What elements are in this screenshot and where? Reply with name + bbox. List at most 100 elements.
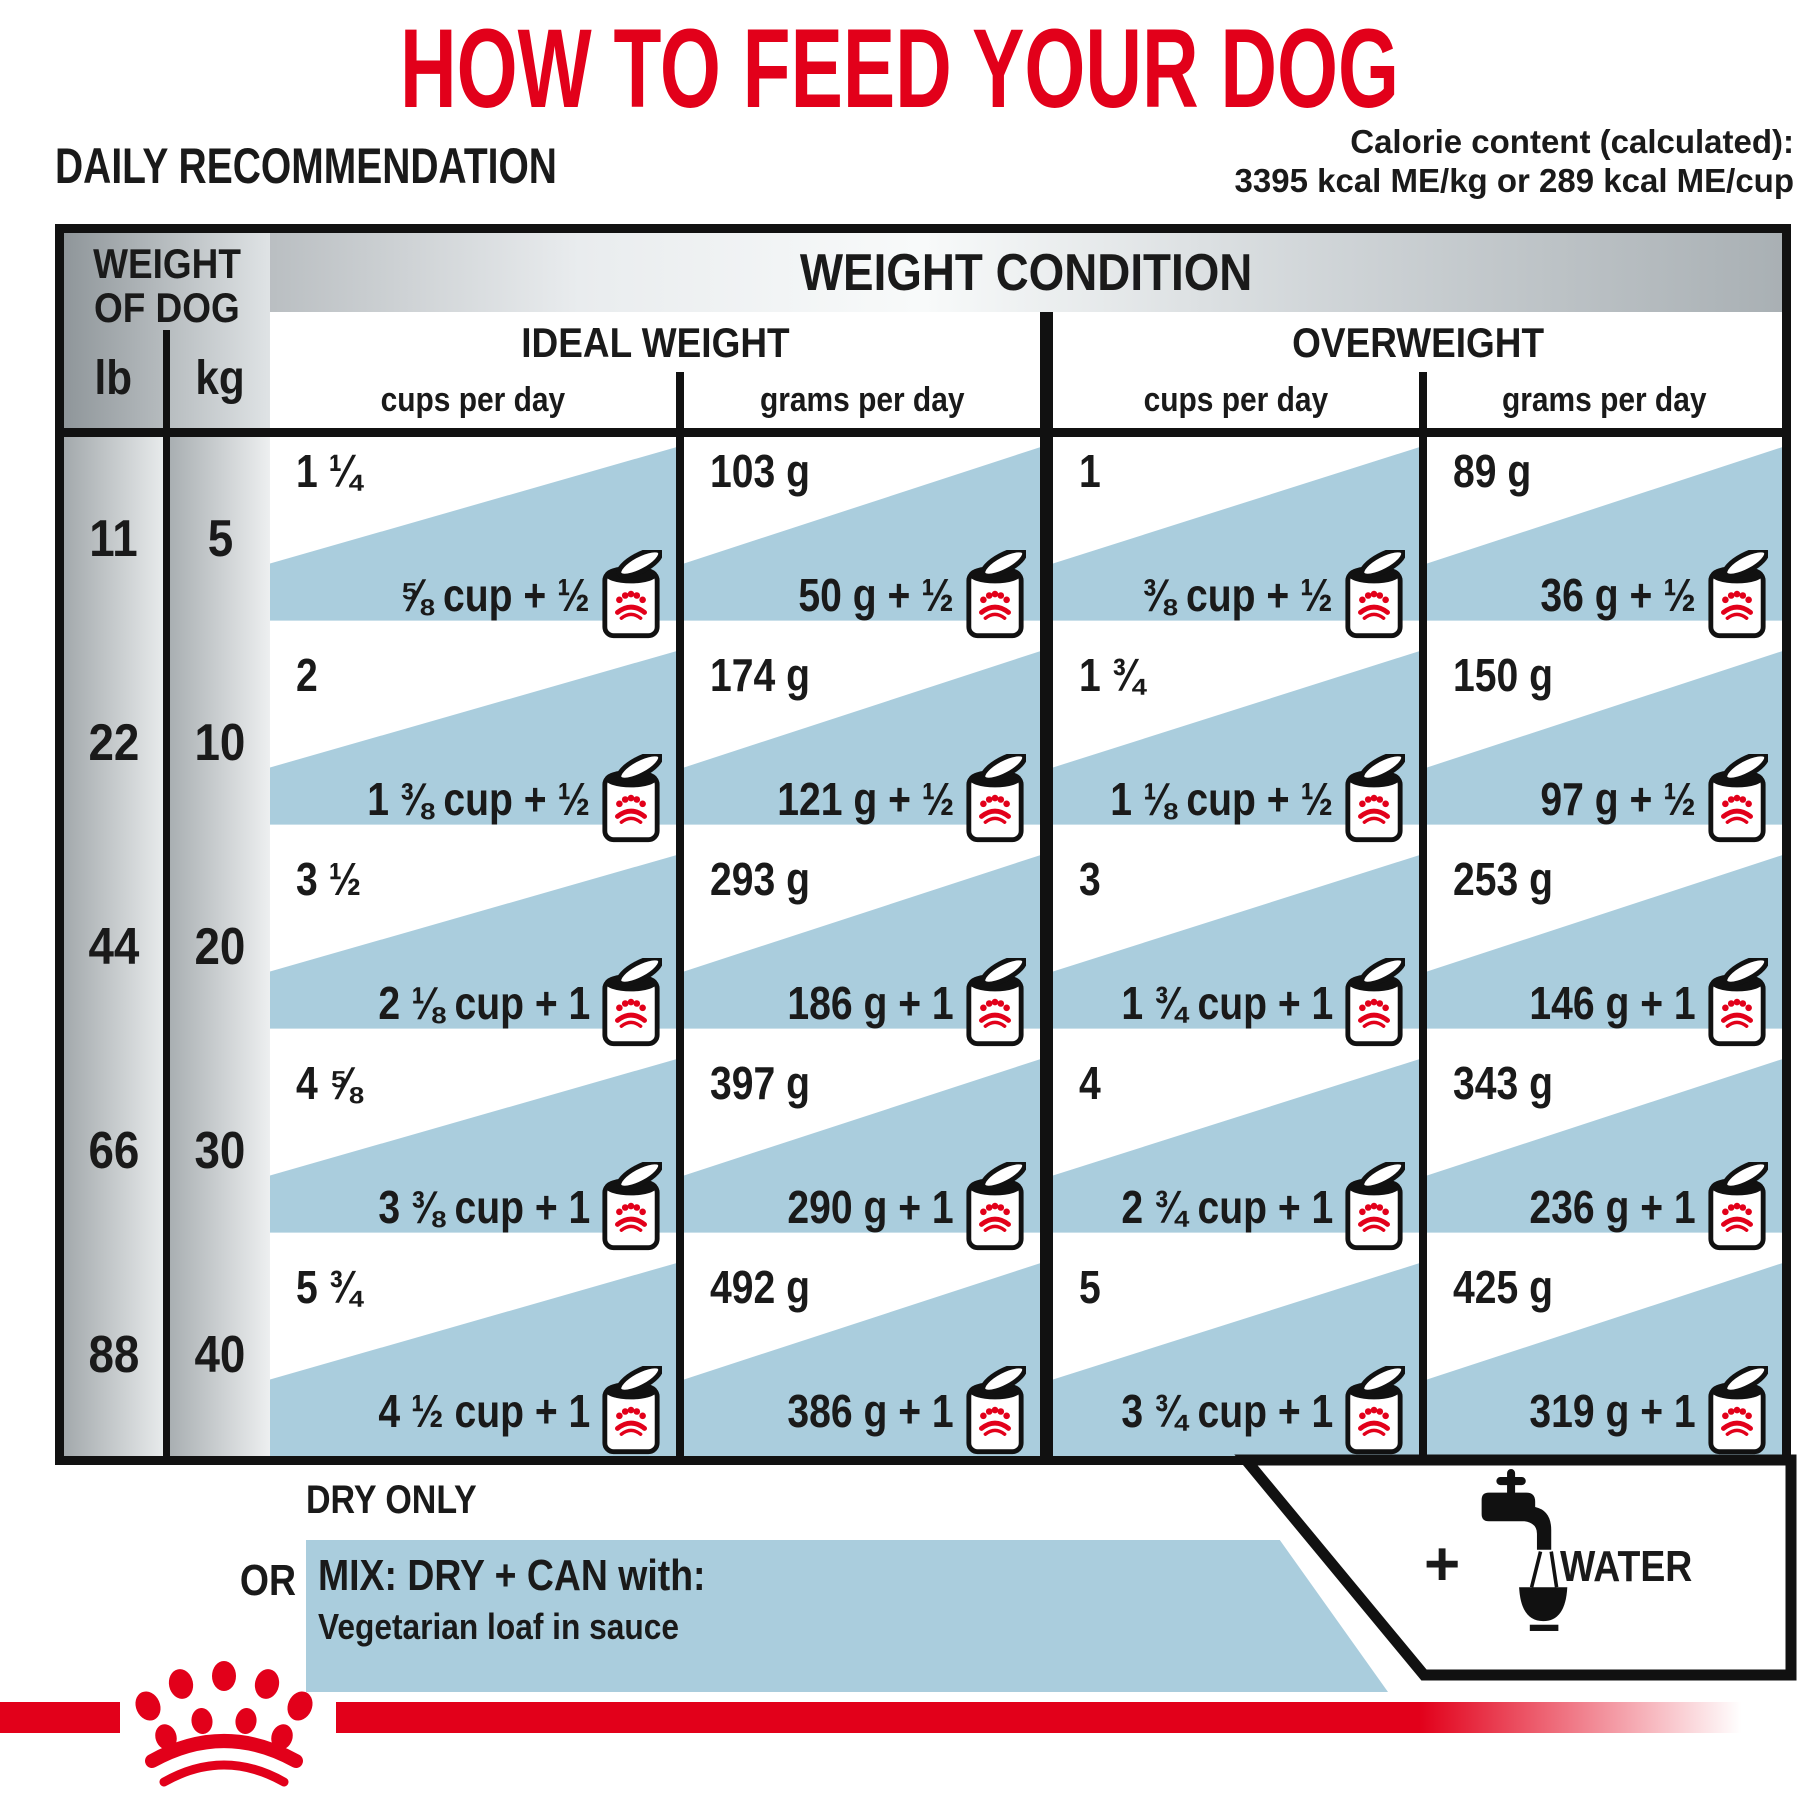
header-divider-line: [64, 428, 1782, 437]
weight-of-dog-label-line1: WEIGHT: [93, 240, 241, 287]
dry-ration-value: 5: [1079, 1261, 1101, 1313]
ideal-grams-column-header: grams per day: [759, 381, 965, 419]
weight-condition-band: [64, 233, 1782, 312]
weight-kg-value: 40: [194, 1326, 246, 1384]
dog-food-can-icon: [1706, 550, 1768, 640]
table-cell: 397 g 290 g + 1: [684, 1049, 1040, 1253]
weight-kg-value: 20: [194, 918, 246, 976]
dog-food-can-icon: [964, 1366, 1026, 1456]
dog-food-can-icon: [600, 1366, 662, 1456]
dry-ration-value: 1: [1079, 445, 1101, 497]
dog-food-can-icon: [964, 550, 1026, 640]
mix-ration-value: 36 g + ½: [1513, 563, 1768, 626]
mix-ration-value: 97 g + ½: [1513, 767, 1768, 830]
dry-ration-value: 4: [1079, 1057, 1101, 1109]
dog-food-can-icon: [964, 1162, 1026, 1252]
dog-food-can-icon: [600, 1162, 662, 1252]
ideal-cups-grams-divider-line: [676, 372, 684, 1456]
dog-food-can-icon: [1343, 1162, 1405, 1252]
table-cell: 5 3 ¾ cup + 1: [1053, 1253, 1419, 1456]
table-cell: 3 1 ¾ cup + 1: [1053, 845, 1419, 1049]
dog-food-can-icon: [964, 958, 1026, 1048]
dry-ration-value: 3 ½: [296, 853, 362, 905]
table-cell: 5 ¾ 4 ½ cup + 1: [270, 1253, 676, 1456]
page-title: HOW TO FEED YOUR DOG: [400, 6, 1400, 131]
mix-ration-value: 1 ⅜ cup + ½: [328, 767, 662, 830]
table-cell: 2 1 ⅜ cup + ½: [270, 641, 676, 845]
dry-ration-value: 253 g: [1453, 853, 1553, 905]
dry-ration-value: 2: [296, 649, 318, 701]
or-label: OR: [239, 1556, 296, 1605]
mix-ration-value: ⅜ cup + ½: [1109, 563, 1405, 626]
dry-ration-value: 1 ¼: [296, 445, 362, 497]
dry-only-label: DRY ONLY: [306, 1478, 477, 1522]
dry-ration-value: 5 ¾: [296, 1261, 362, 1313]
mix-legend-band: MIX: DRY + CAN with: Vegetarian loaf in …: [306, 1540, 1388, 1692]
water-label: WATER: [1560, 1542, 1693, 1591]
weight-lb-value: 66: [88, 1122, 139, 1180]
mix-ration-value: 3 ⅜ cup + 1: [341, 1175, 662, 1238]
dog-food-can-icon: [1343, 550, 1405, 640]
table-cell: 1 ¾ 1 ⅛ cup + ½: [1053, 641, 1419, 845]
dry-ration-value: 103 g: [710, 445, 810, 497]
weight-lb-value: 88: [88, 1326, 139, 1384]
table-cell: 4 2 ¾ cup + 1: [1053, 1049, 1419, 1253]
ideal-weight-header: IDEAL WEIGHT: [520, 319, 790, 366]
mix-ration-value: 121 g + ½: [746, 767, 1026, 830]
dry-ration-value: 4 ⅝: [296, 1057, 362, 1109]
dry-ration-value: 89 g: [1453, 445, 1532, 497]
table-cell: 3 ½ 2 ⅛ cup + 1: [270, 845, 676, 1049]
dry-ration-value: 150 g: [1453, 649, 1553, 701]
mix-ration-value: 236 g + 1: [1500, 1175, 1768, 1238]
calorie-content-note: Calorie content (calculated): 3395 kcal …: [1235, 122, 1794, 200]
feeding-table: WEIGHT CONDITION WEIGHT OF DOG lb kg IDE…: [55, 224, 1791, 1465]
plus-sign: +: [1424, 1530, 1461, 1599]
weight-lb-value: 11: [89, 510, 138, 568]
royal-canin-crown-logo: [135, 1661, 313, 1787]
overweight-cups-column-header: cups per day: [1143, 381, 1329, 419]
lb-kg-divider-line: [163, 330, 170, 1456]
mix-ration-value: 2 ¾ cup + 1: [1084, 1175, 1405, 1238]
table-cell: 174 g 121 g + ½: [684, 641, 1040, 845]
mix-ration-value: 1 ⅛ cup + ½: [1071, 767, 1405, 830]
ideal-cups-column-header: cups per day: [380, 381, 566, 419]
table-cell: 4 ⅝ 3 ⅜ cup + 1: [270, 1049, 676, 1253]
dog-food-can-icon: [600, 550, 662, 640]
mix-ration-value: 2 ⅛ cup + 1: [341, 971, 662, 1034]
kg-column-background: [170, 437, 270, 1456]
dry-ration-value: 425 g: [1453, 1261, 1553, 1313]
dog-food-can-icon: [600, 958, 662, 1048]
dog-food-can-icon: [1343, 958, 1405, 1048]
mix-ration-value: 319 g + 1: [1500, 1379, 1768, 1442]
weight-kg-value: 10: [194, 714, 246, 772]
table-cell: 343 g 236 g + 1: [1427, 1049, 1782, 1253]
table-cell: 103 g 50 g + ½: [684, 437, 1040, 641]
weight-lb-value: 22: [88, 714, 139, 772]
mix-legend-product: Vegetarian loaf in sauce: [318, 1606, 679, 1647]
mix-ration-value: 4 ½ cup + 1: [341, 1379, 662, 1442]
brand-bar-left: [0, 1702, 120, 1733]
table-cell: 1 ⅜ cup + ½: [1053, 437, 1419, 641]
overweight-grams-column-header: grams per day: [1502, 381, 1707, 419]
dog-food-can-icon: [1706, 1162, 1768, 1252]
mix-ration-value: ⅝ cup + ½: [366, 563, 662, 626]
dog-food-can-icon: [964, 754, 1026, 844]
dry-ration-value: 174 g: [710, 649, 810, 701]
table-cell: 89 g 36 g + ½: [1427, 437, 1782, 641]
dry-ration-value: 397 g: [710, 1057, 810, 1109]
daily-recommendation-heading: DAILY RECOMMENDATION: [55, 138, 557, 194]
mix-ration-value: 3 ¾ cup + 1: [1084, 1379, 1405, 1442]
mix-ration-value: 146 g + 1: [1500, 971, 1768, 1034]
dry-ration-value: 1 ¾: [1079, 649, 1145, 701]
lb-column-background: [64, 437, 163, 1456]
dog-food-can-icon: [1343, 754, 1405, 844]
dog-food-can-icon: [1706, 958, 1768, 1048]
table-cell: 492 g 386 g + 1: [684, 1253, 1040, 1456]
table-cell: 1 ¼ ⅝ cup + ½: [270, 437, 676, 641]
mix-ration-value: 50 g + ½: [771, 563, 1026, 626]
overweight-cups-grams-divider-line: [1419, 372, 1427, 1456]
mix-ration-value: 290 g + 1: [758, 1175, 1026, 1238]
calorie-line-2: 3395 kcal ME/kg or 289 kcal ME/cup: [1234, 162, 1794, 199]
weight-kg-value: 5: [207, 510, 233, 568]
weight-of-dog-label-line2: OF DOG: [94, 284, 240, 331]
